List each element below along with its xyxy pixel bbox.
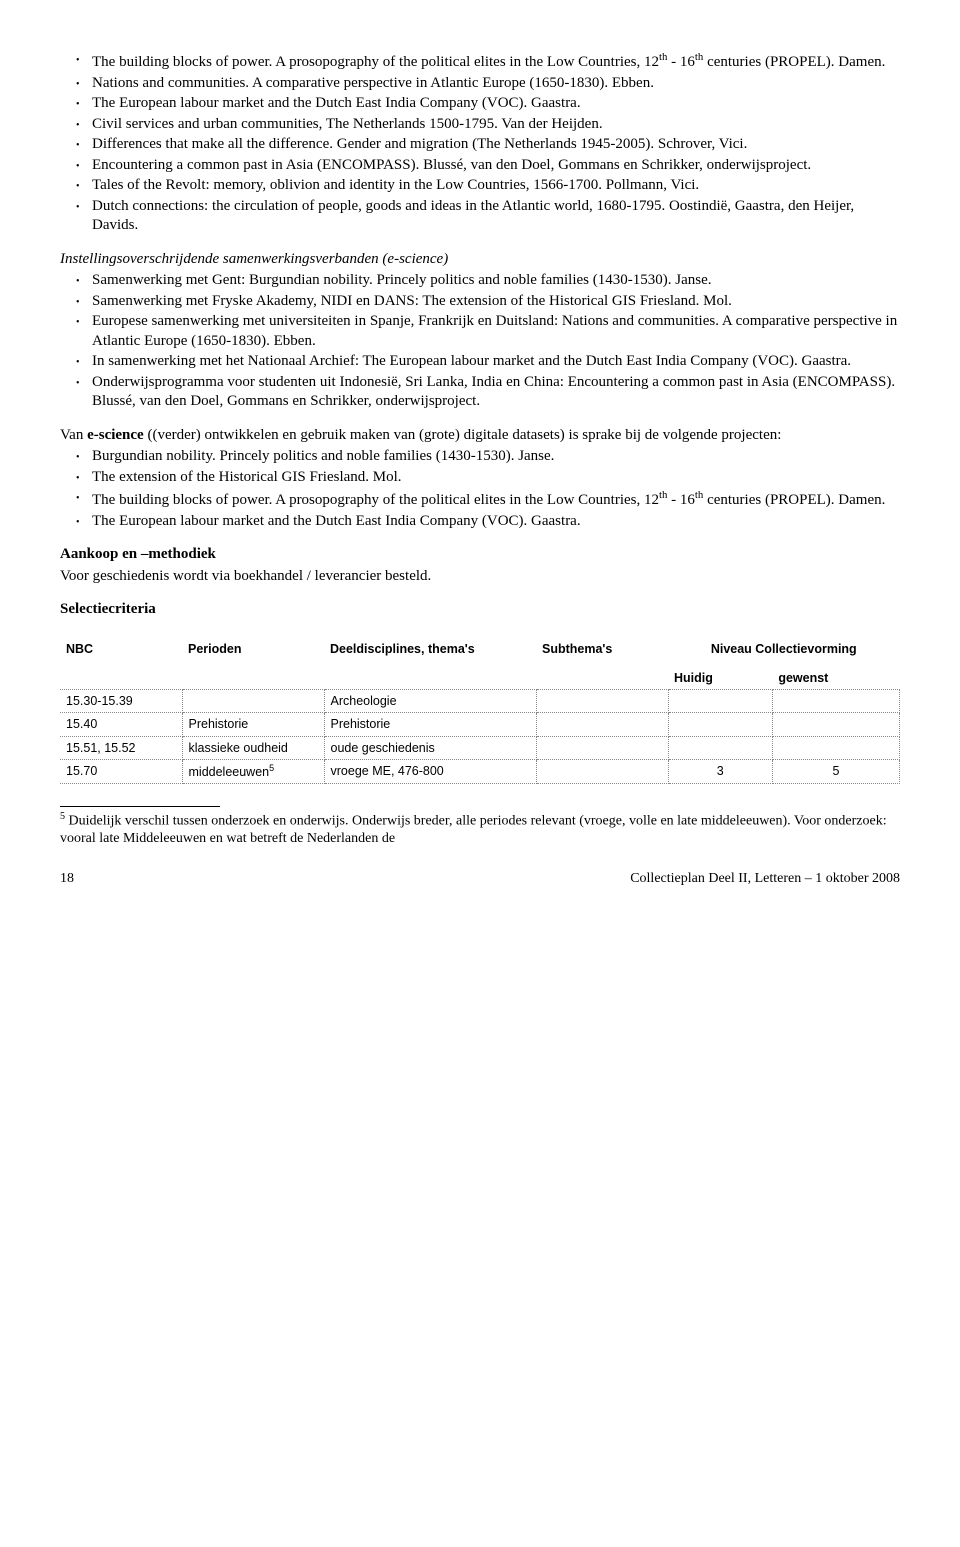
list-item: In samenwerking met het Nationaal Archie… xyxy=(92,352,900,372)
th-perioden: Perioden xyxy=(182,638,324,667)
table-row: 15.51, 15.52klassieke oudheidoude geschi… xyxy=(60,736,900,759)
project-list-1: The building blocks of power. A prosopog… xyxy=(60,50,900,236)
footnote-rule xyxy=(60,806,220,807)
project-list-2: Samenwerking met Gent: Burgundian nobili… xyxy=(60,271,900,412)
heading-escience: Instellingsoverschrijdende samenwerkings… xyxy=(60,250,900,270)
aankoop-text: Voor geschiedenis wordt via boekhandel /… xyxy=(60,567,900,587)
th-nbc: NBC xyxy=(60,638,182,667)
heading-aankoop: Aankoop en –methodiek xyxy=(60,545,900,565)
list-item: The extension of the Historical GIS Frie… xyxy=(92,468,900,488)
list-item: Onderwijsprogramma voor studenten uit In… xyxy=(92,373,900,412)
list-item: Europese samenwerking met universiteiten… xyxy=(92,312,900,351)
list-item: Civil services and urban communities, Th… xyxy=(92,115,900,135)
footnote-5: 5 Duidelijk verschil tussen onderzoek en… xyxy=(60,811,900,848)
list-item: Samenwerking met Gent: Burgundian nobili… xyxy=(92,271,900,291)
list-item: Tales of the Revolt: memory, oblivion an… xyxy=(92,176,900,196)
list-item: Samenwerking met Fryske Akademy, NIDI en… xyxy=(92,292,900,312)
table-row: 15.30-15.39Archeologie xyxy=(60,690,900,713)
escience-intro: Van e-science ((verder) ontwikkelen en g… xyxy=(60,426,900,446)
project-list-3: Burgundian nobility. Princely politics a… xyxy=(60,447,900,531)
list-item: Differences that make all the difference… xyxy=(92,135,900,155)
th-huidig: Huidig xyxy=(668,667,772,690)
table-row: 15.70middeleeuwen5vroege ME, 476-80035 xyxy=(60,759,900,783)
list-item: The building blocks of power. A prosopog… xyxy=(92,488,900,511)
th-niveau: Niveau Collectievorming xyxy=(668,638,900,667)
list-item: Encountering a common past in Asia (ENCO… xyxy=(92,156,900,176)
list-item: Burgundian nobility. Princely politics a… xyxy=(92,447,900,467)
th-deel: Deeldisciplines, thema's xyxy=(324,638,536,667)
footer-title: Collectieplan Deel II, Letteren – 1 okto… xyxy=(630,870,900,888)
page-number: 18 xyxy=(60,870,74,888)
list-item: The building blocks of power. A prosopog… xyxy=(92,50,900,73)
th-gewenst: gewenst xyxy=(772,667,899,690)
th-sub: Subthema's xyxy=(536,638,668,667)
selectiecriteria-table: NBC Perioden Deeldisciplines, thema's Su… xyxy=(60,638,900,785)
heading-selectie: Selectiecriteria xyxy=(60,600,900,620)
list-item: The European labour market and the Dutch… xyxy=(92,94,900,114)
table-row: 15.40PrehistoriePrehistorie xyxy=(60,713,900,736)
page-footer: 18 Collectieplan Deel II, Letteren – 1 o… xyxy=(60,870,900,888)
list-item: Dutch connections: the circulation of pe… xyxy=(92,197,900,236)
list-item: The European labour market and the Dutch… xyxy=(92,512,900,532)
list-item: Nations and communities. A comparative p… xyxy=(92,74,900,94)
